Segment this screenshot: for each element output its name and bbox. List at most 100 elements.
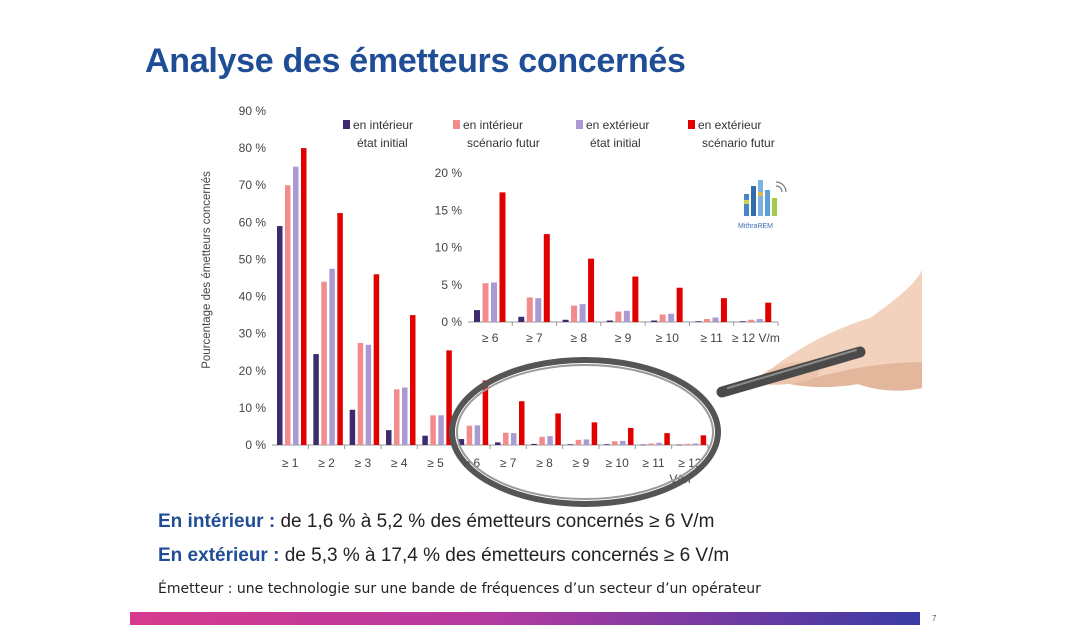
y-axis-title: Pourcentage des émetteurs concernés	[201, 171, 213, 369]
summary-outdoor-lead: En extérieur :	[158, 545, 280, 566]
y-tick-label: 80 %	[239, 141, 267, 155]
bar	[748, 319, 755, 322]
bar	[495, 442, 501, 445]
chart-legend: en intérieur état initial en intérieur scén…	[343, 118, 775, 150]
bar	[422, 435, 428, 445]
bar	[357, 342, 364, 445]
bar	[739, 321, 746, 322]
bar	[511, 433, 517, 445]
bar	[430, 415, 436, 445]
footnote: Émetteur : une technologie sur une bande…	[158, 581, 761, 597]
bar	[337, 213, 343, 445]
bar	[410, 315, 416, 445]
y-tick-label: 50 %	[239, 252, 267, 266]
y-tick-label: 70 %	[239, 178, 267, 192]
bar	[765, 302, 772, 322]
y-tick-label: 20 %	[239, 364, 267, 378]
y-tick-label: 10 %	[239, 401, 267, 415]
bar	[571, 305, 578, 322]
x-tick-label: ≥ 1	[282, 456, 299, 470]
footer-bar	[130, 612, 920, 625]
legend-swatch	[453, 120, 460, 129]
summary-indoor-lead: En intérieur :	[158, 511, 276, 532]
bar	[491, 282, 497, 322]
bar	[474, 425, 481, 445]
x-tick-label: ≥ 2	[318, 456, 335, 470]
bar	[301, 148, 307, 445]
bar	[612, 441, 618, 445]
y-tick-label: 0 %	[441, 315, 462, 329]
bar	[583, 439, 590, 445]
y-tick-label: 60 %	[239, 215, 267, 229]
bar	[349, 409, 356, 445]
x-tick-label: ≥ 8	[570, 331, 587, 345]
legend-label: état initial	[357, 136, 408, 150]
x-tick-label: ≥ 8	[536, 456, 553, 470]
summary-outdoor: En extérieur : de 5,3 % à 17,4 % des éme…	[158, 545, 729, 567]
bar	[535, 298, 542, 322]
bar	[620, 440, 626, 445]
legend-swatch	[688, 120, 695, 129]
bar	[632, 276, 639, 322]
legend-label: en extérieur	[586, 118, 649, 132]
main-chart: 0 % 10 % 20 % 30 % 40 % 50 % 60 % 70 % 80 % 90 % ≥…	[201, 104, 709, 486]
y-tick-label: 15 %	[435, 203, 463, 217]
bar	[720, 298, 727, 322]
inset-chart: 0 % 5 % 10 % 15 % 20 % ≥ 6 ≥ 7 ≥ 8 ≥ 9 ≥ 10 ≥ 11 ≥ …	[435, 166, 780, 345]
bar	[519, 401, 525, 445]
y-tick-label: 30 %	[239, 327, 267, 341]
bar	[562, 319, 569, 322]
legend-label: état initial	[590, 136, 641, 150]
bar	[482, 283, 489, 322]
x-tick-label: ≥ 7	[500, 456, 517, 470]
bar	[648, 443, 654, 445]
magnifying-glass-in-hand-icon	[449, 270, 922, 507]
legend-swatch	[343, 120, 350, 129]
bar	[285, 185, 291, 445]
x-tick-label: ≥ 9	[573, 456, 590, 470]
legend-label: en extérieur	[698, 118, 761, 132]
bar	[547, 436, 553, 445]
bar	[539, 436, 545, 445]
bar	[756, 319, 763, 322]
bar	[503, 432, 509, 445]
bar	[684, 443, 691, 445]
x-tick-label: ≥ 5	[427, 456, 444, 470]
page-number: 7	[932, 614, 937, 623]
building-antenna-icon: MithraREM	[738, 180, 787, 230]
bar	[526, 297, 533, 322]
bar	[591, 422, 598, 445]
bar	[313, 354, 319, 445]
bar	[604, 444, 610, 445]
bar	[482, 380, 489, 445]
hand-shadow	[790, 362, 922, 391]
bar	[499, 192, 506, 322]
legend-label: scénario futur	[467, 136, 540, 150]
magnifier-handle-shine	[727, 349, 857, 389]
bar	[518, 316, 525, 322]
bar	[543, 234, 550, 322]
bar	[555, 413, 561, 445]
x-tick-label: ≥ 3	[355, 456, 372, 470]
bar	[531, 443, 537, 445]
bar	[692, 443, 699, 445]
x-tick-label: ≥ 12 V/m	[732, 331, 780, 345]
bar	[703, 319, 710, 322]
magnifier-handle	[716, 346, 866, 398]
y-tick-label: 10 %	[435, 241, 463, 255]
bar	[695, 321, 702, 322]
legend-label: en intérieur	[353, 118, 413, 132]
x-tick-label: ≥ 10	[656, 331, 680, 345]
bar	[606, 320, 613, 322]
bar	[656, 442, 662, 445]
bar	[567, 444, 574, 445]
legend-label: en intérieur	[463, 118, 523, 132]
bar	[664, 433, 670, 445]
bar	[588, 258, 595, 322]
bar	[628, 427, 634, 445]
bar	[394, 389, 400, 445]
page-title: Analyse des émetteurs concernés	[145, 42, 686, 80]
bar	[373, 274, 380, 445]
bar	[458, 439, 465, 445]
